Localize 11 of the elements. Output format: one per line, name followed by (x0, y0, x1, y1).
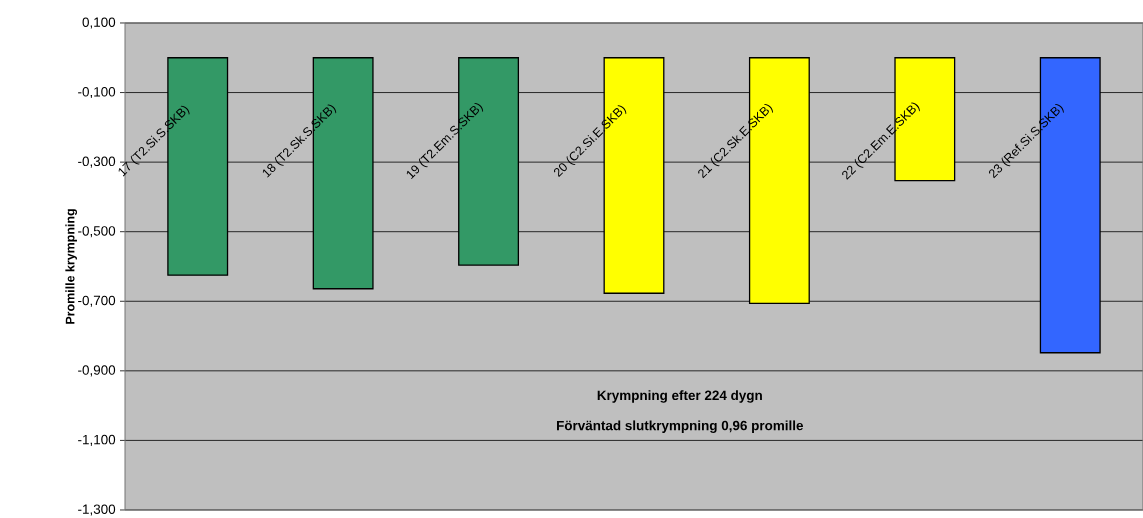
annotation: Krympning efter 224 dygn (597, 390, 762, 403)
y-tick-label: -0,100 (78, 87, 116, 99)
y-tick-label: -1,300 (78, 504, 116, 516)
y-tick-label: -0,900 (78, 365, 116, 377)
y-axis-title: Promille krympning (65, 209, 78, 324)
y-tick-label: 0,100 (82, 17, 116, 29)
y-tick-label: -1,100 (78, 434, 116, 446)
y-tick-label: -0,700 (78, 295, 116, 307)
y-tick-label: -0,500 (78, 226, 116, 238)
annotation: Förväntad slutkrympning 0,96 promille (557, 420, 804, 433)
y-tick-label: -0,300 (78, 156, 116, 168)
